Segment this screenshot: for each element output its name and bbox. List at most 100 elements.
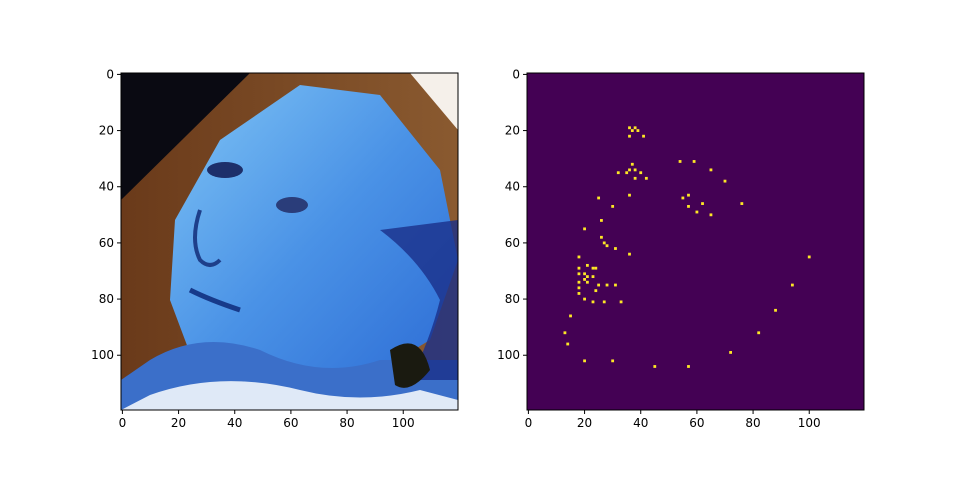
photo-y-tick-label: 20 xyxy=(99,124,114,138)
keypoint xyxy=(600,235,603,239)
keypoint xyxy=(577,255,581,259)
keypoint xyxy=(577,272,581,276)
heatmap-x-tick-label: 80 xyxy=(745,416,760,430)
keypoint xyxy=(790,283,794,287)
keypoint xyxy=(577,266,581,270)
keypoint xyxy=(653,365,657,368)
keypoint xyxy=(602,241,606,245)
keypoint xyxy=(577,286,581,290)
keypoint xyxy=(687,365,690,368)
keypoint xyxy=(577,280,581,284)
photo-axes: 0 20 40 60 80 100 0 20 40 60 80 100 xyxy=(91,67,459,430)
keypoint xyxy=(611,359,615,363)
keypoint xyxy=(709,168,713,172)
keypoint xyxy=(757,331,761,335)
photo-y-tick-label: 40 xyxy=(99,180,114,194)
keypoint xyxy=(585,280,589,284)
heatmap-y-axis: 0 20 40 60 80 100 xyxy=(497,67,527,362)
keypoint xyxy=(563,331,567,335)
keypoint xyxy=(642,134,645,138)
photo-x-tick-label: 60 xyxy=(283,416,298,430)
heatmap-y-tick-label: 100 xyxy=(497,348,520,362)
face-photo xyxy=(121,73,458,410)
keypoint xyxy=(723,179,727,183)
heatmap-x-tick-label: 100 xyxy=(798,416,821,430)
heatmap-x-tick-label: 0 xyxy=(525,416,533,430)
photo-x-tick-label: 100 xyxy=(392,416,415,430)
heatmap-background xyxy=(527,73,864,410)
keypoint xyxy=(628,134,631,138)
keypoint xyxy=(583,272,586,276)
keypoint xyxy=(566,342,570,346)
keypoint xyxy=(602,300,606,304)
keypoint xyxy=(616,171,620,175)
heatmap-y-tick-label: 20 xyxy=(505,124,520,138)
heatmap-x-tick-label: 40 xyxy=(633,416,648,430)
keypoint xyxy=(583,227,586,231)
photo-x-tick-label: 0 xyxy=(119,416,127,430)
keypoint xyxy=(625,171,629,175)
keypoint xyxy=(633,168,637,172)
keypoint xyxy=(597,283,601,287)
keypoint xyxy=(729,351,733,354)
keypoint xyxy=(577,292,581,295)
keypoint xyxy=(628,126,631,130)
heatmap-y-tick-label: 40 xyxy=(505,180,520,194)
photo-y-tick-label: 0 xyxy=(106,67,114,81)
keypoint xyxy=(774,308,777,312)
keypoint xyxy=(583,278,586,281)
keypoint xyxy=(630,129,634,132)
keypoint xyxy=(687,204,690,208)
keypoint xyxy=(594,266,598,270)
keypoint xyxy=(594,289,598,293)
photo-x-tick-label: 80 xyxy=(339,416,354,430)
keypoint xyxy=(628,168,631,172)
keypoint xyxy=(583,297,586,301)
keypoint xyxy=(591,275,595,279)
keypoint xyxy=(628,193,631,197)
keypoint xyxy=(807,255,811,259)
photo-y-tick-label: 80 xyxy=(99,292,114,306)
photo-x-tick-label: 20 xyxy=(171,416,186,430)
heatmap-y-tick-label: 80 xyxy=(505,292,520,306)
keypoint xyxy=(687,193,690,197)
keypoint xyxy=(585,275,589,279)
keypoint xyxy=(636,129,640,132)
keypoint xyxy=(740,202,744,205)
keypoint xyxy=(628,252,631,256)
keypoint xyxy=(639,171,643,175)
keypoint xyxy=(611,204,615,208)
keypoint xyxy=(692,160,696,163)
keypoint xyxy=(614,247,617,250)
photo-y-axis: 0 20 40 60 80 100 xyxy=(91,67,121,362)
heatmap-x-axis: 0 20 40 60 80 100 xyxy=(525,410,821,430)
heatmap-y-tick-label: 0 xyxy=(512,67,520,81)
photo-y-tick-label: 100 xyxy=(91,348,114,362)
keypoint xyxy=(681,196,685,200)
keypoint xyxy=(619,300,623,304)
photo-x-axis: 0 20 40 60 80 100 xyxy=(119,410,415,430)
keypoint-axes: 0 20 40 60 80 100 0 20 40 60 80 100 xyxy=(497,67,865,430)
keypoint xyxy=(569,314,572,318)
heatmap-y-tick-label: 60 xyxy=(505,236,520,250)
keypoint xyxy=(678,160,682,163)
keypoint xyxy=(583,359,586,363)
heatmap-x-tick-label: 60 xyxy=(689,416,704,430)
keypoint xyxy=(605,283,609,287)
photo-y-tick-label: 60 xyxy=(99,236,114,250)
keypoint xyxy=(633,176,637,180)
keypoint xyxy=(585,263,589,267)
photo-x-tick-label: 40 xyxy=(227,416,242,430)
keypoint xyxy=(600,219,603,222)
keypoint xyxy=(633,126,637,130)
keypoint xyxy=(605,244,609,248)
heatmap-frame xyxy=(526,72,865,411)
keypoint xyxy=(614,283,617,287)
keypoint xyxy=(597,196,601,200)
keypoint xyxy=(644,176,648,180)
photo-frame xyxy=(120,72,459,411)
keypoint xyxy=(701,202,704,205)
keypoint xyxy=(630,162,634,166)
keypoint xyxy=(591,266,595,270)
